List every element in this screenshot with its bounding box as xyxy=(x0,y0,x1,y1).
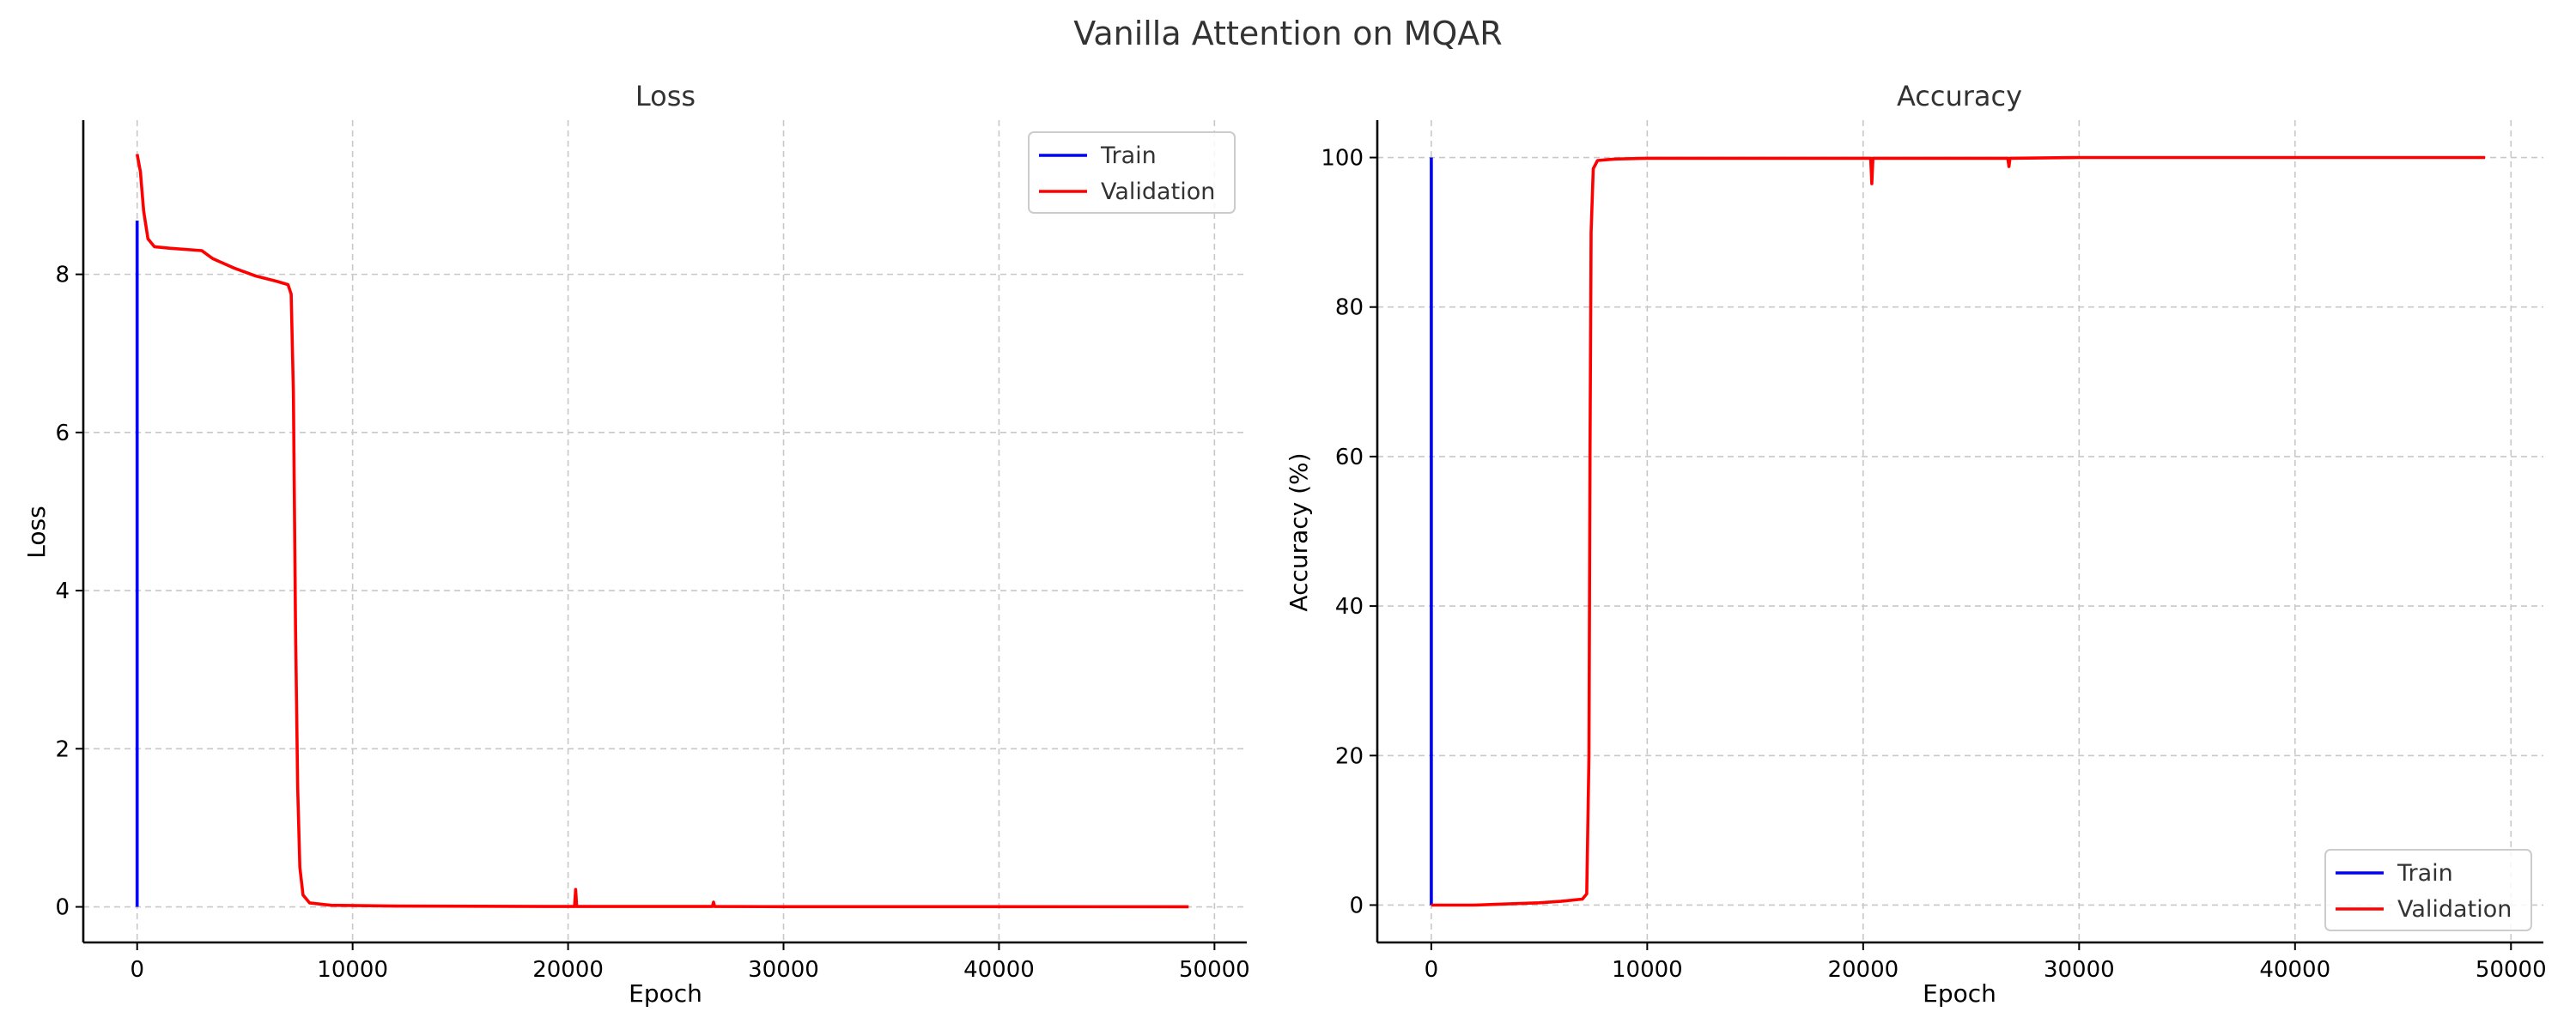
loss-y-axis-label: Loss xyxy=(22,506,51,558)
loss-chart: Loss 0 10000 20000 30000 40000 50000 0 2 4 6 8 Epo… xyxy=(22,80,1250,1008)
accuracy-y-tick-label: 20 xyxy=(1335,743,1364,769)
accuracy-y-tick-label: 40 xyxy=(1335,594,1364,620)
accuracy-x-axis-label: Epoch xyxy=(1923,979,1996,1008)
loss-x-axis-label: Epoch xyxy=(629,979,702,1008)
accuracy-legend-label-validation: Validation xyxy=(2397,896,2512,923)
loss-series-validation xyxy=(135,154,1189,909)
accuracy-legend-label-train: Train xyxy=(2397,860,2453,887)
accuracy-chart-title: Accuracy xyxy=(1897,80,2022,112)
loss-chart-title: Loss xyxy=(635,80,696,112)
loss-x-tick-label: 40000 xyxy=(963,957,1035,983)
accuracy-y-tick-label: 60 xyxy=(1335,445,1364,470)
accuracy-x-tick-label: 20000 xyxy=(1827,957,1899,983)
figure-title: Vanilla Attention on MQAR xyxy=(1073,15,1502,52)
accuracy-legend: Train Validation xyxy=(2324,849,2532,931)
loss-x-tick-label: 20000 xyxy=(532,957,604,983)
loss-legend-label-train: Train xyxy=(1100,142,1157,169)
loss-y-tick-label: 8 xyxy=(55,263,70,288)
accuracy-y-tick-label: 0 xyxy=(1349,893,1364,918)
loss-x-tick-label: 50000 xyxy=(1179,957,1250,983)
accuracy-y-tick-label: 80 xyxy=(1335,295,1364,321)
accuracy-x-tick-label: 50000 xyxy=(2476,957,2547,983)
accuracy-x-tick-label: 0 xyxy=(1425,957,1439,983)
loss-x-tick-label: 0 xyxy=(130,957,144,983)
accuracy-chart: Accuracy 0 10000 20000 30000 40000 50000 0 20 40… xyxy=(1285,80,2547,1008)
accuracy-series-validation xyxy=(1431,155,2486,907)
accuracy-x-tick-label: 40000 xyxy=(2259,957,2330,983)
loss-x-tick-label: 30000 xyxy=(748,957,819,983)
loss-y-tick-label: 0 xyxy=(55,895,70,921)
loss-legend-label-validation: Validation xyxy=(1101,179,1215,205)
loss-legend: Train Validation xyxy=(1028,131,1236,214)
loss-x-tick-label: 10000 xyxy=(317,957,388,983)
accuracy-x-tick-label: 30000 xyxy=(2044,957,2115,983)
loss-y-tick-label: 4 xyxy=(55,579,70,604)
accuracy-y-axis-label: Accuracy (%) xyxy=(1285,452,1313,611)
loss-y-tick-label: 2 xyxy=(55,736,70,762)
loss-y-tick-label: 6 xyxy=(55,421,70,446)
accuracy-y-tick-label: 100 xyxy=(1321,146,1364,172)
accuracy-x-tick-label: 10000 xyxy=(1612,957,1683,983)
